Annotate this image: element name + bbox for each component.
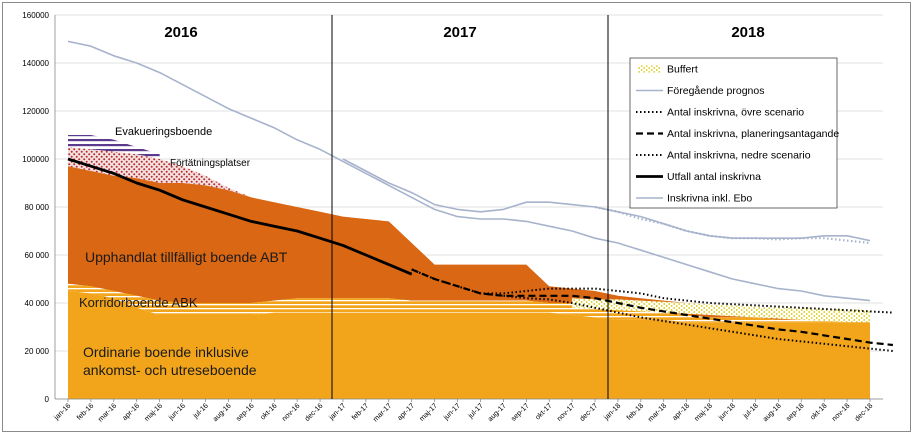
x-tick-label-30: jul-18 bbox=[740, 401, 760, 421]
y-tick-label-4: 80 000 bbox=[25, 203, 50, 212]
x-tick-label-9: okt-16 bbox=[258, 401, 278, 421]
area-buffert bbox=[572, 298, 870, 323]
area-label-abt: Upphandlat tillfälligt boende ABT bbox=[85, 249, 288, 265]
x-tick-label-27: apr-18 bbox=[670, 401, 691, 422]
series-line-2 bbox=[411, 268, 893, 314]
y-tick-label-8: 160000 bbox=[22, 11, 49, 20]
area-label-evakuering: Evakueringsboende bbox=[115, 126, 212, 138]
x-tick-label-8: sep-16 bbox=[234, 401, 256, 423]
area-label-abk: Korridorboende ABK bbox=[79, 295, 198, 310]
x-tick-label-3: apr-16 bbox=[120, 401, 141, 422]
x-tick-label-31: aug-18 bbox=[761, 401, 783, 423]
x-tick-label-12: jan-17 bbox=[326, 401, 347, 422]
area-label-ordinarie-1: Ordinarie boende inklusive bbox=[83, 344, 249, 360]
x-tick-label-17: jun-17 bbox=[441, 401, 462, 422]
x-tick-label-10: nov-16 bbox=[280, 401, 302, 423]
x-tick-label-23: dec-17 bbox=[578, 401, 600, 423]
y-tick-label-1: 20 000 bbox=[25, 347, 50, 356]
x-tick-label-14: mar-17 bbox=[371, 401, 393, 423]
x-tick-label-18: jul-17 bbox=[465, 401, 485, 421]
x-tick-label-20: sep-17 bbox=[509, 401, 531, 423]
area-label-fortatning: Förtätningsplatser bbox=[170, 158, 251, 169]
chart: 0 20 000 40 000 60 000 80 000 100000 120000 140… bbox=[22, 11, 894, 424]
y-tick-label-6: 120000 bbox=[22, 107, 49, 116]
x-tick-label-1: feb-16 bbox=[75, 401, 96, 422]
series-line-3 bbox=[411, 268, 894, 347]
chart-frame: 0 20 000 40 000 60 000 80 000 100000 120000 140… bbox=[2, 2, 911, 432]
series-line-5 bbox=[67, 157, 413, 276]
x-tick-label-4: maj-16 bbox=[142, 401, 164, 423]
stacked-areas bbox=[68, 135, 870, 399]
x-tick-label-28: maj-18 bbox=[692, 401, 714, 423]
area-korridorboende-abk bbox=[68, 283, 870, 323]
year-label-2016: 2016 bbox=[164, 24, 197, 41]
legend-label-1: Föregående prognos bbox=[667, 85, 765, 97]
area-fortatningsplatser bbox=[68, 147, 252, 198]
area-upphandlat-abt bbox=[68, 166, 870, 323]
legend-label-2: Antal inskrivna, övre scenario bbox=[667, 107, 804, 119]
x-tick-label-25: feb-18 bbox=[624, 401, 645, 422]
year-label-2017: 2017 bbox=[443, 24, 476, 41]
series-line-4 bbox=[411, 268, 894, 352]
year-dividers bbox=[331, 15, 609, 399]
x-tick-label-21: okt-17 bbox=[533, 401, 553, 421]
area-ordinarie-boende bbox=[68, 291, 870, 399]
legend-label-6: Inskrivna inkl. Ebo bbox=[667, 193, 752, 205]
y-tick-label-3: 60 000 bbox=[25, 251, 50, 260]
x-tick-label-32: sep-18 bbox=[784, 401, 806, 423]
legend-label-0: Buffert bbox=[667, 64, 698, 76]
x-tick-label-19: aug-17 bbox=[486, 401, 508, 423]
x-tick-label-5: jun-16 bbox=[166, 401, 187, 422]
x-tick-label-29: jun-18 bbox=[716, 401, 737, 422]
legend-label-5: Utfall antal inskrivna bbox=[667, 171, 761, 183]
x-tick-label-16: maj-17 bbox=[417, 401, 439, 423]
legend: Buffert Föregående prognos Antal inskrivna… bbox=[629, 57, 839, 209]
x-tick-label-35: dec-18 bbox=[853, 401, 875, 423]
legend-label-3: Antal inskrivna, planeringsantagande bbox=[667, 128, 839, 140]
x-tick-label-13: feb-17 bbox=[350, 401, 371, 422]
legend-label-4: Antal inskrivna, nedre scenario bbox=[667, 150, 811, 162]
x-tick-label-7: aug-16 bbox=[211, 401, 233, 423]
series-line-1 bbox=[67, 40, 871, 302]
x-tick-label-6: jul-16 bbox=[190, 401, 210, 421]
x-tick-label-2: mar-16 bbox=[96, 401, 118, 423]
x-tick-label-33: okt-18 bbox=[808, 401, 828, 421]
area-label-ordinarie-2: ankomst- och utreseboende bbox=[83, 362, 257, 378]
area-evakueringsboende bbox=[68, 135, 160, 159]
x-tick-label-24: jan-18 bbox=[601, 401, 622, 422]
x-tick-label-22: nov-17 bbox=[555, 401, 577, 423]
series-line-6 bbox=[342, 158, 871, 242]
y-tick-label-7: 140000 bbox=[22, 59, 49, 68]
legend-swatch-0 bbox=[638, 65, 660, 73]
x-tick-label-0: jan-16 bbox=[51, 401, 72, 422]
y-tick-label-2: 40 000 bbox=[25, 299, 50, 308]
x-tick-label-34: nov-18 bbox=[830, 401, 852, 423]
year-label-2018: 2018 bbox=[731, 24, 764, 41]
legend-box bbox=[629, 57, 838, 209]
y-tick-label-0: 0 bbox=[45, 395, 50, 404]
y-tick-label-5: 100000 bbox=[22, 155, 49, 164]
series-line-7 bbox=[594, 205, 871, 245]
x-tick-label-15: apr-17 bbox=[395, 401, 416, 422]
x-tick-label-11: dec-16 bbox=[303, 401, 325, 423]
x-tick-label-26: mar-18 bbox=[646, 401, 668, 423]
series-lines bbox=[67, 40, 894, 352]
